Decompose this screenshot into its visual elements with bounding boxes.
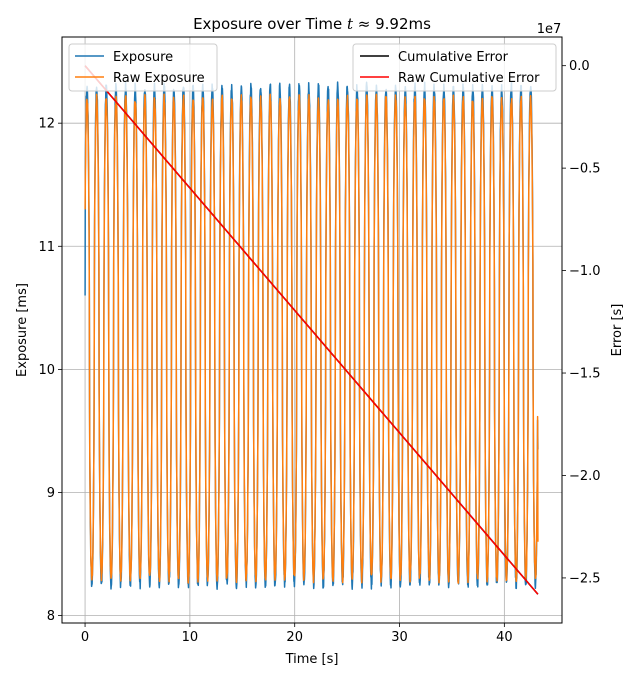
left-y-tick-label: 12: [38, 117, 55, 132]
right-y-tick-label: −2.0: [569, 469, 601, 484]
legend-raw-exposure-label: Raw Exposure: [113, 71, 205, 86]
legend-exposure-label: Exposure: [113, 50, 173, 65]
legend-cumulative-error-label: Cumulative Error: [398, 50, 509, 65]
right-y-tick-label: −1.5: [569, 367, 601, 382]
chart-title: Exposure over Time t ≈ 9.92ms: [193, 15, 431, 33]
right-y-axis-label: Error [s]: [610, 304, 625, 357]
x-tick-label: 10: [182, 630, 199, 645]
raw-exposure-series-line: [84, 93, 539, 584]
x-tick-label: 40: [496, 630, 513, 645]
legend-left: Exposure Raw Exposure: [68, 43, 218, 92]
raw-cumulative-error-series-line: [84, 65, 539, 595]
x-tick-label: 0: [81, 630, 89, 645]
left-y-axis-label: Exposure [ms]: [15, 283, 30, 377]
legend-raw-cumulative-error-label: Raw Cumulative Error: [398, 71, 540, 86]
left-y-tick-label: 8: [47, 609, 55, 624]
axes-frame: [61, 36, 563, 624]
legend-right-box: [352, 43, 557, 92]
legend-left-box: [68, 43, 218, 92]
right-axis-offset-text: 1e7: [537, 22, 562, 37]
right-y-tick-label: 0.0: [569, 59, 590, 74]
right-y-tick-label: −0.5: [569, 162, 601, 177]
left-y-tick-label: 10: [38, 363, 55, 378]
x-tick-label: 20: [286, 630, 303, 645]
right-y-tick-label: −2.5: [569, 571, 601, 586]
x-tick-label: 30: [391, 630, 408, 645]
left-y-tick-label: 9: [47, 486, 55, 501]
left-y-tick-label: 11: [38, 240, 55, 255]
right-y-tick-label: −1.0: [569, 264, 601, 279]
axis-ticks: 0 10 20 30 40 8 9 10 11 12 0.0 −0.5 −1.0 −1.5 −2.0 −2.5: [38, 59, 600, 645]
x-axis-label: Time [s]: [285, 652, 339, 667]
legend-right: Cumulative Error Raw Cumulative Error: [352, 43, 557, 92]
